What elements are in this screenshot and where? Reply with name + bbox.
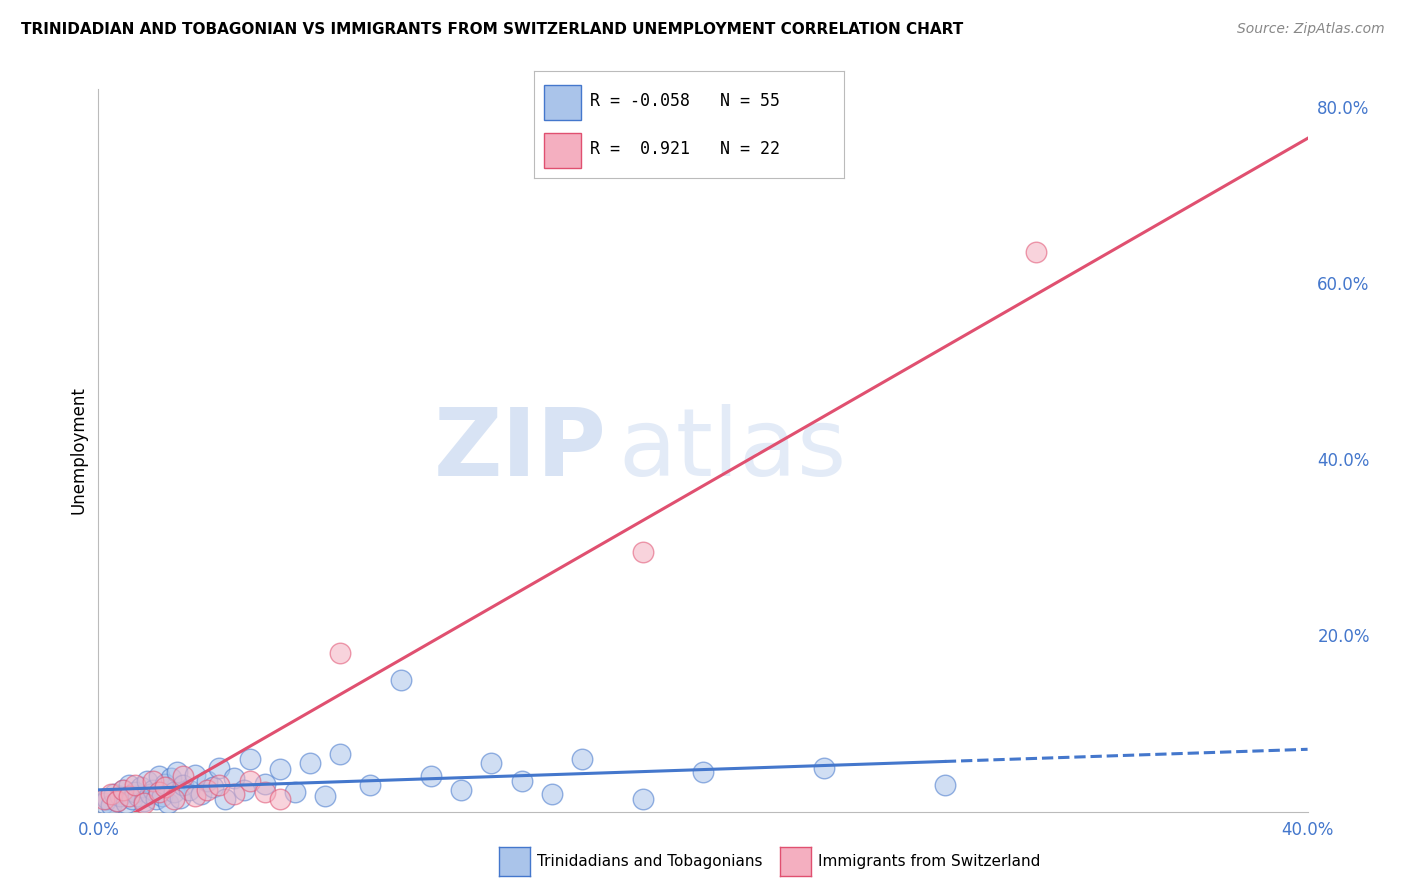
Point — [156, 796, 179, 810]
Y-axis label: Unemployment: Unemployment — [69, 386, 87, 515]
Point — [163, 785, 186, 799]
Text: R =  0.921   N = 22: R = 0.921 N = 22 — [591, 141, 780, 159]
Point — [111, 782, 134, 797]
Point — [96, 791, 118, 805]
Point — [124, 785, 146, 799]
Point — [103, 787, 125, 801]
Point — [100, 787, 122, 801]
Point — [148, 769, 170, 783]
Point — [105, 794, 128, 808]
Point — [148, 785, 170, 799]
Point — [389, 673, 412, 687]
Text: TRINIDADIAN AND TOBAGONIAN VS IMMIGRANTS FROM SWITZERLAND UNEMPLOYMENT CORRELATI: TRINIDADIAN AND TOBAGONIAN VS IMMIGRANTS… — [21, 22, 963, 37]
Point — [114, 796, 136, 810]
Point — [129, 780, 152, 794]
Point — [208, 778, 231, 792]
Point — [166, 765, 188, 780]
Point — [360, 778, 382, 792]
Point — [420, 769, 443, 783]
FancyBboxPatch shape — [544, 134, 581, 168]
Point — [93, 796, 115, 810]
Point — [269, 763, 291, 777]
Point — [239, 752, 262, 766]
Point — [105, 794, 128, 808]
Point — [214, 791, 236, 805]
Text: R = -0.058   N = 55: R = -0.058 N = 55 — [591, 93, 780, 111]
Point — [160, 771, 183, 785]
Point — [299, 756, 322, 771]
Point — [1024, 245, 1046, 260]
Point — [813, 761, 835, 775]
Text: Trinidadians and Tobagonians: Trinidadians and Tobagonians — [537, 855, 762, 869]
Point — [934, 778, 956, 792]
FancyBboxPatch shape — [544, 86, 581, 120]
Point — [184, 789, 207, 803]
Point — [202, 780, 225, 794]
Point — [239, 773, 262, 788]
Point — [195, 773, 218, 788]
Point — [284, 785, 307, 799]
Point — [208, 761, 231, 775]
Point — [571, 752, 593, 766]
Point — [118, 778, 141, 792]
Point — [224, 787, 246, 801]
Point — [450, 782, 472, 797]
Point — [631, 791, 654, 805]
Point — [329, 646, 352, 660]
Point — [190, 787, 212, 801]
Text: ZIP: ZIP — [433, 404, 606, 497]
Point — [253, 785, 276, 799]
Point — [118, 789, 141, 803]
Point — [124, 778, 146, 792]
Point — [631, 545, 654, 559]
Point — [172, 778, 194, 792]
Point — [195, 782, 218, 797]
Point — [132, 794, 155, 808]
Point — [314, 789, 336, 803]
Point — [169, 790, 191, 805]
Point — [111, 782, 134, 797]
Point — [135, 773, 157, 788]
Point — [510, 773, 533, 788]
Point — [121, 791, 143, 805]
Point — [163, 791, 186, 805]
Point — [150, 789, 173, 803]
Point — [329, 747, 352, 762]
Point — [269, 791, 291, 805]
Point — [481, 756, 503, 771]
Point — [127, 789, 149, 803]
Point — [184, 768, 207, 782]
Point — [139, 787, 162, 801]
Point — [153, 780, 176, 794]
Point — [224, 771, 246, 785]
Point — [100, 797, 122, 812]
Point — [145, 791, 167, 805]
Text: atlas: atlas — [619, 404, 846, 497]
Point — [142, 773, 165, 788]
Point — [179, 782, 201, 797]
Point — [132, 796, 155, 810]
Text: Immigrants from Switzerland: Immigrants from Switzerland — [818, 855, 1040, 869]
Point — [540, 787, 562, 801]
Point — [93, 791, 115, 805]
Point — [692, 765, 714, 780]
Point — [142, 782, 165, 797]
Point — [172, 769, 194, 783]
Point — [153, 776, 176, 790]
Point — [253, 776, 276, 790]
Point — [108, 789, 131, 803]
Point — [232, 782, 254, 797]
Text: Source: ZipAtlas.com: Source: ZipAtlas.com — [1237, 22, 1385, 37]
